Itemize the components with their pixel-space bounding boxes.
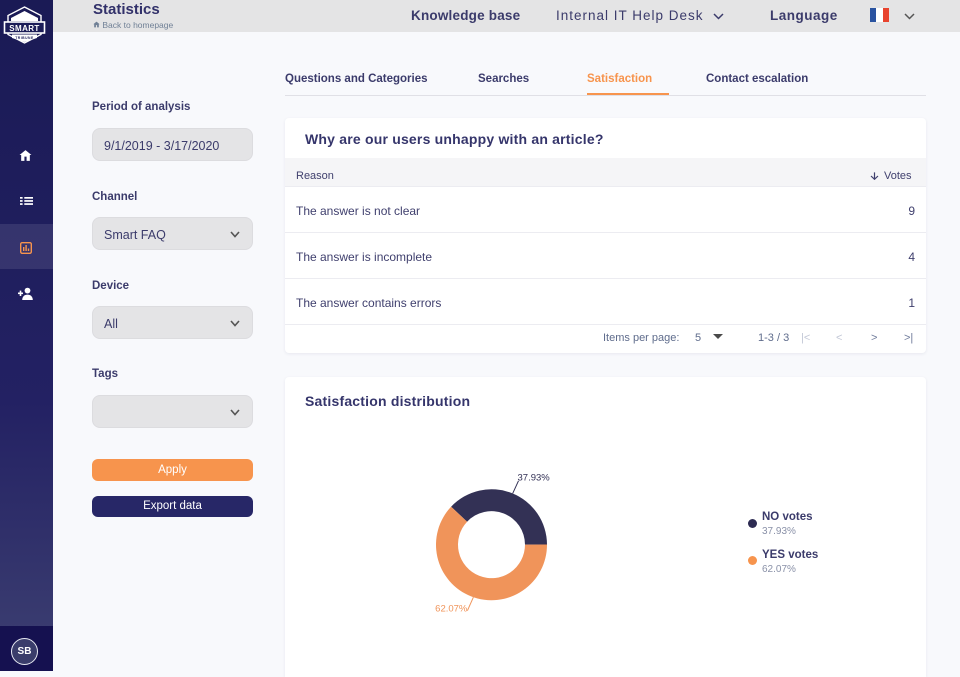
svg-text:SMART: SMART (9, 24, 39, 33)
svg-text:37.93%: 37.93% (518, 473, 551, 484)
svg-text:62.07%: 62.07% (435, 603, 468, 614)
svg-text:TRIBUNE: TRIBUNE (15, 36, 34, 40)
